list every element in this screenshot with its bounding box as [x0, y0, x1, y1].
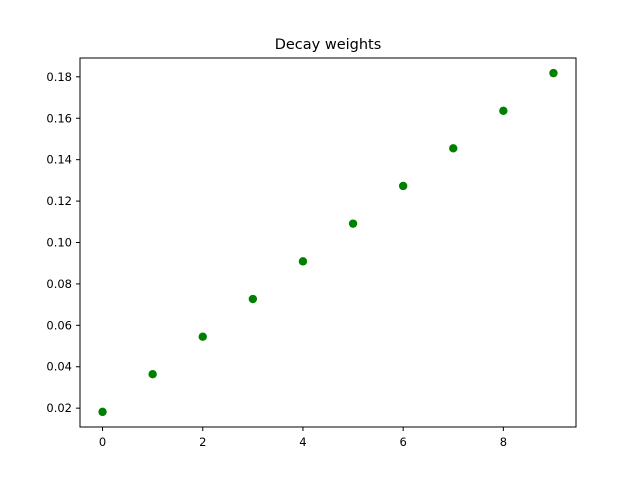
data-point: [549, 68, 558, 78]
y-tick-label: 0.02: [46, 401, 72, 415]
data-point: [248, 294, 258, 304]
x-tick-label: 4: [299, 435, 306, 449]
y-tick-label: 0.18: [46, 70, 72, 84]
y-tick-label: 0.12: [46, 194, 72, 208]
x-axis-ticks: 0 2 4 6 8: [99, 427, 507, 449]
y-tick-label: 0.04: [46, 360, 72, 374]
data-point: [198, 332, 207, 341]
y-tick-label: 0.16: [46, 111, 72, 125]
x-tick-label: 0: [99, 435, 106, 449]
data-point: [348, 219, 358, 228]
y-tick-label: 0.14: [46, 153, 72, 167]
plot-frame: [79, 57, 577, 428]
y-tick-label: 0.06: [46, 318, 72, 332]
data-point: [499, 106, 508, 116]
data-points: [98, 68, 558, 417]
x-tick-label: 6: [399, 435, 406, 449]
y-axis-ticks: 0.02 0.04 0.06 0.08 0.10 0.12 0.14 0.16 0.18: [46, 70, 80, 415]
chart-title: Decay weights: [275, 37, 382, 53]
y-tick-label: 0.08: [46, 277, 72, 291]
x-tick-label: 2: [199, 435, 206, 449]
data-point: [98, 407, 107, 417]
data-point: [148, 369, 157, 379]
data-point: [298, 257, 308, 266]
data-point: [398, 181, 408, 191]
y-tick-label: 0.10: [46, 236, 72, 250]
data-point: [449, 144, 458, 153]
x-tick-label: 8: [500, 435, 507, 449]
